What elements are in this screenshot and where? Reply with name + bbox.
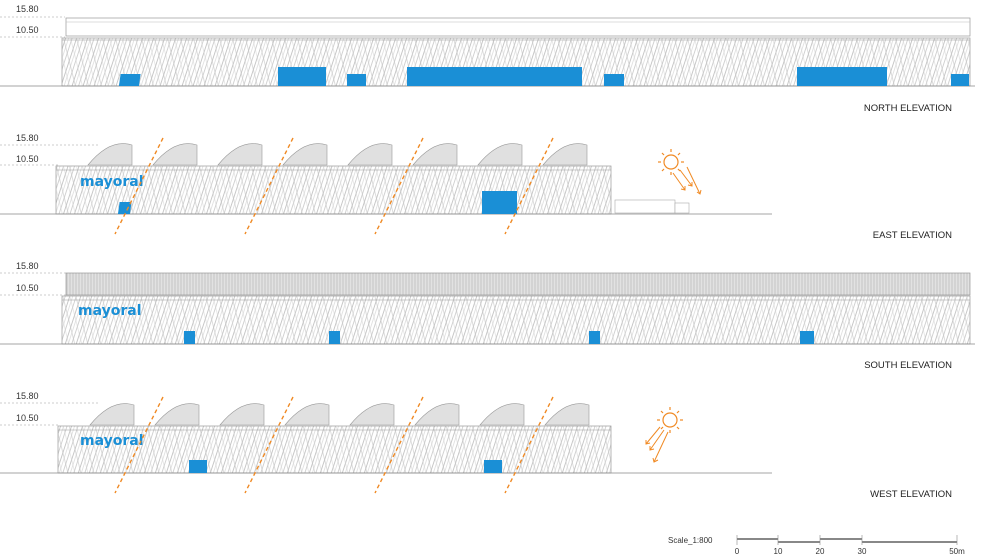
truck bbox=[614, 199, 690, 214]
opening bbox=[407, 67, 582, 86]
level-marks: 15.80 10.50 bbox=[0, 391, 100, 426]
opening bbox=[482, 191, 517, 214]
sawtooth-roof bbox=[87, 143, 588, 166]
roof-band bbox=[65, 272, 971, 296]
level-marks: 15.80 10.50 bbox=[0, 261, 66, 296]
elevation-title: EAST ELEVATION bbox=[873, 230, 952, 241]
scale-tick: 30 bbox=[858, 547, 867, 556]
sawtooth-roof bbox=[89, 403, 590, 426]
level-marks: 15.80 10.50 bbox=[0, 133, 100, 166]
south-elevation: 15.80 10.50 mayoral SOUTH ELEVATION bbox=[0, 261, 975, 371]
elevation-title: SOUTH ELEVATION bbox=[864, 360, 952, 371]
scale-tick: 50m bbox=[949, 547, 965, 556]
scale-bar: Scale_1:800 0 10 20 30 50m bbox=[668, 535, 965, 556]
opening bbox=[184, 331, 195, 344]
level-lower: 10.50 bbox=[16, 283, 39, 293]
opening bbox=[117, 202, 132, 214]
scale-segments bbox=[737, 538, 957, 543]
opening bbox=[329, 331, 340, 344]
level-upper: 15.80 bbox=[16, 261, 39, 271]
openings bbox=[117, 191, 517, 214]
opening bbox=[278, 67, 326, 86]
openings bbox=[118, 67, 969, 86]
opening bbox=[800, 331, 814, 344]
level-lower: 10.50 bbox=[16, 413, 39, 423]
opening bbox=[118, 74, 141, 86]
level-upper: 15.80 bbox=[16, 391, 39, 401]
opening bbox=[189, 460, 207, 473]
scale-tick: 20 bbox=[816, 547, 825, 556]
openings bbox=[184, 331, 814, 344]
scale-tick: 10 bbox=[774, 547, 783, 556]
opening bbox=[347, 74, 366, 86]
sun-ray-arrow-icon bbox=[645, 426, 669, 463]
opening bbox=[604, 74, 624, 86]
elevation-title: NORTH ELEVATION bbox=[864, 103, 952, 114]
level-lower: 10.50 bbox=[16, 25, 39, 35]
sun-angle-lines bbox=[114, 396, 554, 494]
scale-tick: 0 bbox=[735, 547, 740, 556]
scale-label: Scale_1:800 bbox=[668, 536, 713, 545]
brand-logo: mayoral bbox=[78, 303, 142, 319]
opening bbox=[589, 331, 600, 344]
sun-icon bbox=[657, 407, 683, 433]
opening bbox=[951, 74, 969, 86]
west-elevation: 15.80 10.50 mayoral bbox=[0, 391, 952, 500]
brand-logo: mayoral bbox=[80, 433, 144, 449]
level-upper: 15.80 bbox=[16, 4, 39, 14]
east-elevation: 15.80 10.50 mayoral bbox=[0, 133, 952, 241]
level-marks: 15.80 10.50 bbox=[0, 4, 65, 38]
level-lower: 10.50 bbox=[16, 154, 39, 164]
north-elevation: 15.80 10.50 NORTH ELEVATION bbox=[0, 4, 975, 114]
sun-icon bbox=[658, 149, 684, 175]
roof-band bbox=[65, 17, 971, 37]
opening bbox=[484, 460, 502, 473]
sun-ray-arrow-icon bbox=[672, 166, 702, 195]
level-upper: 15.80 bbox=[16, 133, 39, 143]
opening bbox=[797, 67, 887, 86]
elevation-title: WEST ELEVATION bbox=[870, 489, 952, 500]
brand-logo: mayoral bbox=[80, 174, 144, 190]
openings bbox=[189, 460, 502, 473]
sun-angle-lines bbox=[114, 137, 554, 235]
